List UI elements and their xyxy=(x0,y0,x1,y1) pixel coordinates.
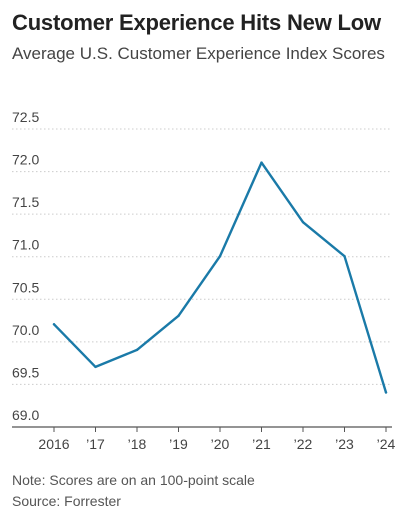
data-point xyxy=(177,314,180,318)
data-point xyxy=(218,255,222,258)
data-point xyxy=(52,323,56,326)
series-line xyxy=(52,161,388,394)
data-point xyxy=(384,391,388,394)
data-point xyxy=(94,365,97,369)
x-tick-label: ’24 xyxy=(377,436,396,452)
chart-title: Customer Experience Hits New Low xyxy=(12,10,381,35)
source-note: Source: Forrester xyxy=(12,493,121,509)
data-point xyxy=(343,255,346,258)
y-axis-tick-labels: 72.5 72.0 71.5 71.0 70.5 70.0 69.5 69.0 xyxy=(12,109,39,423)
chart-notes: Note: Scores are on an 100-point scale S… xyxy=(12,470,255,512)
x-tick-label: ’19 xyxy=(169,436,188,452)
x-axis-tick-labels: 2016 ’17 ’18 ’19 ’20 ’21 ’22 ’23 ’24 xyxy=(38,427,396,452)
x-tick-label: 2016 xyxy=(38,436,69,452)
y-tick-label: 72.0 xyxy=(12,152,39,168)
x-tick-label: ’18 xyxy=(128,436,147,452)
x-tick-label: ’17 xyxy=(86,436,105,452)
data-point xyxy=(260,161,263,164)
x-tick-label: ’22 xyxy=(294,436,313,452)
x-tick-label: ’20 xyxy=(211,436,230,452)
chart-subtitle: Average U.S. Customer Experience Index S… xyxy=(12,44,385,63)
y-tick-label: 72.5 xyxy=(12,109,39,125)
series xyxy=(52,161,388,394)
y-tick-label: 69.0 xyxy=(12,407,39,423)
data-point xyxy=(135,348,139,352)
y-tick-label: 71.5 xyxy=(12,194,39,210)
y-tick-label: 70.5 xyxy=(12,279,39,295)
y-tick-label: 69.5 xyxy=(12,364,39,380)
gridlines xyxy=(12,128,392,428)
scale-note: Note: Scores are on an 100-point scale xyxy=(12,472,255,488)
x-tick-label: ’23 xyxy=(335,436,354,452)
y-tick-label: 70.0 xyxy=(12,322,39,338)
data-point xyxy=(301,220,305,224)
y-tick-label: 71.0 xyxy=(12,237,39,253)
x-tick-label: ’21 xyxy=(252,436,271,452)
